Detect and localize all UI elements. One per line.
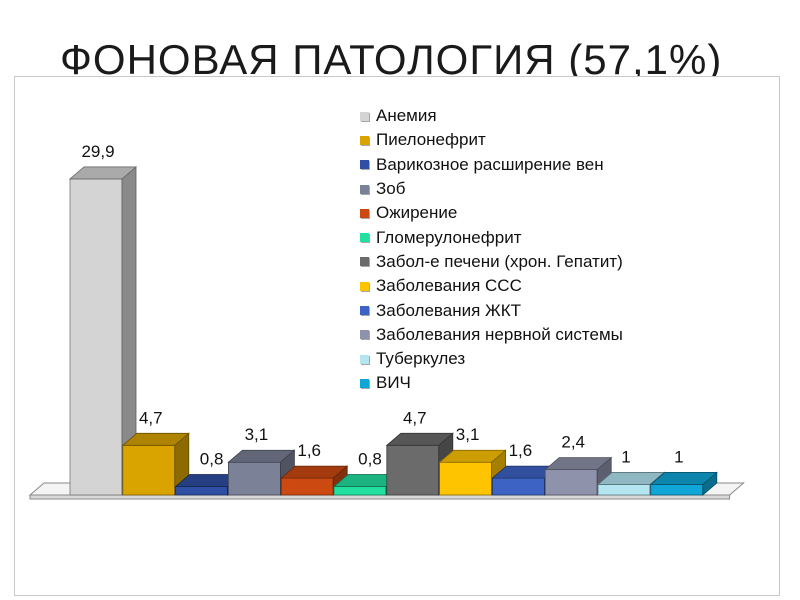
bar-front — [333, 486, 387, 496]
bar-data-label: 4,7 — [403, 408, 427, 427]
chart-frame — [14, 76, 780, 596]
bar — [121, 432, 190, 496]
bar-front — [280, 477, 334, 496]
bar-top — [280, 465, 349, 479]
bar-front — [650, 484, 704, 496]
legend-swatch — [360, 281, 369, 291]
bar-data-label: 4,7 — [139, 408, 163, 427]
bar-top — [385, 432, 454, 446]
legend-label: Забол-е печени (хрон. Гепатит) — [376, 251, 623, 271]
bar — [68, 166, 138, 496]
legend-item: Заболевания нервной системы — [360, 323, 623, 347]
legend-swatch — [360, 208, 369, 218]
bar-top — [649, 472, 718, 485]
legend-item: Заболевания ЖКТ — [360, 298, 623, 322]
legend-swatch — [360, 330, 369, 340]
bar — [227, 449, 296, 496]
legend-swatch — [360, 378, 369, 388]
chart-bars — [68, 166, 718, 496]
chart-legend: Анемия Пиелонефрит Варикозное расширение в… — [360, 104, 623, 396]
bar-data-label: 1,6 — [297, 441, 321, 460]
bar-top — [438, 449, 507, 463]
legend-swatch — [360, 160, 369, 170]
legend-item: Заболевания ССС — [360, 274, 623, 298]
legend-label: Туберкулез — [376, 349, 466, 369]
legend-label: Анемия — [376, 106, 437, 126]
legend-swatch — [360, 354, 369, 364]
bar-front — [175, 486, 229, 496]
chart-data-labels: 29,9 4,7 0,8 3,1 1,6 0,8 4,7 3,1 1,6 2,4 1 1 — [81, 142, 683, 469]
chart-floor-edge — [29, 494, 731, 500]
bar-front — [122, 444, 176, 496]
bar-top — [121, 432, 190, 446]
bar-front — [386, 444, 440, 496]
bar-data-label: 2,4 — [561, 433, 585, 452]
legend-item: Анемия — [360, 104, 623, 128]
bar-data-label: 1,6 — [509, 441, 533, 460]
bar — [649, 471, 718, 496]
legend-swatch — [360, 111, 369, 121]
bar-top — [544, 457, 613, 471]
bar — [385, 432, 454, 496]
legend-label: Заболевания нервной системы — [376, 324, 623, 344]
bar-front — [491, 477, 545, 496]
bar-data-label: 0,8 — [200, 450, 224, 469]
legend-item: Пиелонефрит — [360, 128, 623, 152]
bar-top — [68, 166, 138, 180]
bar-data-label: 0,8 — [358, 450, 382, 469]
legend-swatch — [360, 233, 369, 243]
legend-label: ВИЧ — [376, 373, 411, 393]
legend-label: Варикозное расширение вен — [376, 154, 604, 174]
bar-front — [227, 461, 281, 496]
bar-data-label: 1 — [621, 447, 630, 466]
legend-label: Заболевания ССС — [376, 276, 522, 296]
bar-front — [597, 484, 651, 496]
legend-swatch — [360, 257, 369, 267]
legend-swatch — [360, 306, 369, 316]
bar — [491, 465, 560, 496]
legend-label: Пиелонефрит — [376, 130, 486, 150]
legend-label: Заболевания ЖКТ — [376, 300, 522, 320]
bar-front — [544, 469, 598, 496]
legend-item: Ожирение — [360, 201, 623, 225]
legend-label: Гломерулонефрит — [376, 227, 522, 247]
legend-label: Ожирение — [376, 203, 458, 223]
bar-top — [596, 472, 666, 485]
legend-item: Забол-е печени (хрон. Гепатит) — [360, 250, 623, 274]
bar-data-label: 3,1 — [245, 425, 269, 444]
legend-item: Варикозное расширение вен — [360, 153, 623, 177]
bar-front — [439, 461, 493, 496]
legend-item: ВИЧ — [360, 371, 623, 395]
legend-label: Зоб — [376, 179, 406, 199]
bar-top — [227, 449, 296, 463]
legend-swatch — [360, 135, 369, 145]
bar-data-label: 29,9 — [81, 142, 114, 161]
bar-data-label: 1 — [674, 447, 683, 466]
legend-swatch — [360, 184, 369, 194]
legend-item: Гломерулонефрит — [360, 225, 623, 249]
slide-title: ФОНОВАЯ ПАТОЛОГИЯ (57,1%) — [60, 36, 723, 83]
legend-item: Туберкулез — [360, 347, 623, 371]
legend-item: Зоб — [360, 177, 623, 201]
bar-front — [69, 178, 123, 496]
bar-data-label: 3,1 — [456, 425, 480, 444]
